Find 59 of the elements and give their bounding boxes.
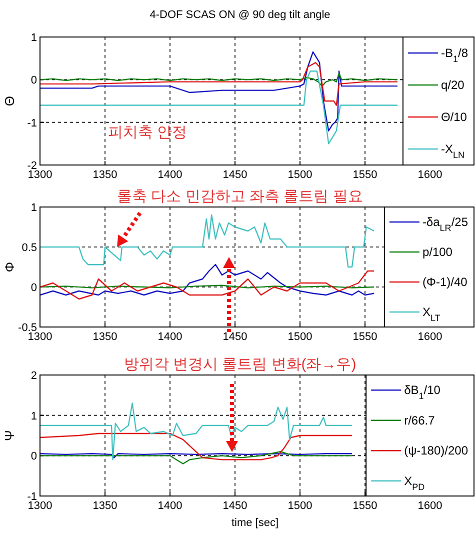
- legend-label: (Φ-1)/40: [422, 275, 468, 289]
- x-tick-label: 1300: [28, 169, 52, 181]
- x-axis-title: time [sec]: [231, 517, 279, 529]
- legend-label: p/100: [422, 245, 453, 259]
- x-tick-label: 1450: [222, 169, 248, 181]
- line-series: [40, 264, 375, 296]
- line-series: [40, 402, 353, 460]
- annotation: 피치축 안정: [108, 124, 188, 141]
- y-axis-title: Φ: [2, 262, 17, 272]
- legend-label: -B$_{1}$/8: [440, 46, 468, 64]
- x-tick-label: 1600: [418, 500, 442, 512]
- x-tick-label: 1450: [222, 331, 248, 343]
- legend-label: (ψ-180)/200: [404, 444, 468, 458]
- y-tick-label: 1: [30, 202, 37, 214]
- legend-label: δB$_{1}$/10: [404, 383, 441, 402]
- x-tick-label: 1500: [288, 169, 312, 181]
- line-series: [40, 270, 375, 300]
- legend-label: q/20: [440, 78, 465, 92]
- x-tick-label: 1550: [352, 331, 378, 343]
- legend-label: -X$_{LN}$: [440, 142, 464, 160]
- line-series: [40, 451, 353, 464]
- x-tick-label: 1350: [92, 169, 118, 181]
- x-tick-label: 1600: [418, 169, 442, 181]
- x-tick-label: 1400: [158, 331, 182, 343]
- y-tick-label: 0: [30, 74, 37, 87]
- chart-title: 4-DOF SCAS ON @ 90 deg tilt angle: [150, 9, 330, 21]
- x-tick-label: 1300: [28, 331, 52, 343]
- y-axis-title: Θ: [2, 96, 17, 106]
- x-tick-label: 1350: [92, 331, 118, 343]
- legend-label: X$_{PD}$: [404, 474, 426, 492]
- y-tick-label: 0: [30, 282, 37, 294]
- legend-label: Θ/10: [440, 110, 468, 124]
- line-series: [40, 62, 398, 106]
- x-tick-label: 1550: [352, 169, 378, 181]
- x-tick-label: 1450: [222, 500, 248, 512]
- text: 롤축 다소 민감하고 좌측 롤트림 필요: [117, 188, 363, 205]
- x-tick-label: 1350: [92, 500, 118, 512]
- text: 방위각 변경시 롤트림 변화(좌→우): [124, 356, 356, 373]
- x-tick-label: 1400: [158, 169, 182, 181]
- y-tick-label: -1: [27, 117, 37, 130]
- x-tick-label: 1500: [288, 331, 312, 343]
- y-tick-label: 1: [30, 410, 37, 422]
- y-tick-label: 1: [30, 32, 37, 44]
- line-series: [40, 72, 398, 87]
- y-tick-label: 2: [30, 370, 37, 382]
- x-tick-label: 1400: [158, 500, 182, 512]
- x-tick-label: 1300: [28, 500, 52, 512]
- legend-label: r/66.7: [404, 413, 436, 428]
- legend-label: X$_{LT}$: [422, 305, 441, 323]
- line-series: [40, 432, 353, 460]
- x-tick-label: 1500: [288, 500, 312, 512]
- legend-label: -δa$_{LR}$/25: [422, 215, 468, 233]
- x-tick-label: 1550: [352, 500, 378, 512]
- y-tick-label: 0.5: [22, 242, 37, 254]
- line-series: [40, 70, 398, 144]
- y-tick-label: 0: [30, 450, 37, 463]
- line-series: [40, 214, 375, 268]
- y-axis-title: Ψ: [2, 430, 17, 441]
- x-tick-label: 1600: [418, 331, 442, 343]
